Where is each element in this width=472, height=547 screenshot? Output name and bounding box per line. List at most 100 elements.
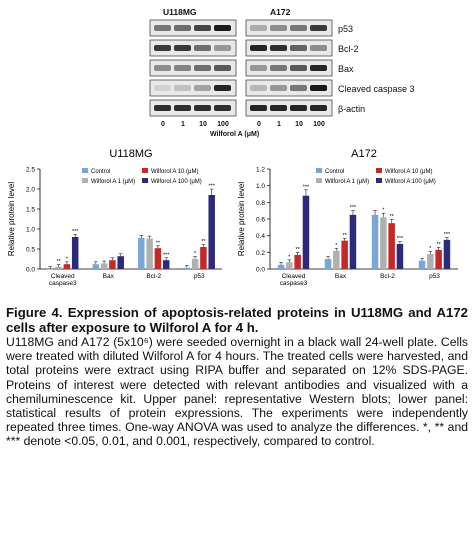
blot-band bbox=[270, 45, 287, 51]
lane-label-u118-10: 10 bbox=[199, 121, 207, 128]
blot-band bbox=[174, 45, 191, 51]
significance-mark: * bbox=[335, 243, 338, 249]
bar-3-0 bbox=[418, 260, 426, 269]
significance-mark: ** bbox=[390, 214, 395, 220]
blot-strip-a172-4 bbox=[245, 99, 333, 117]
bar-2-1 bbox=[380, 217, 387, 269]
y-tick-label: 0.0 bbox=[26, 267, 35, 274]
blot-band bbox=[194, 25, 211, 31]
chart-title: A172 bbox=[351, 148, 377, 160]
significance-mark: *** bbox=[444, 232, 451, 238]
y-axis-label: Relative protein level bbox=[7, 182, 16, 256]
significance-mark: ** bbox=[437, 242, 442, 248]
blot-band bbox=[270, 25, 287, 31]
lane-label-a172-100: 100 bbox=[313, 121, 325, 128]
significance-mark: ** bbox=[56, 259, 61, 265]
blot-band bbox=[214, 25, 231, 31]
blot-label-p53: p53 bbox=[338, 24, 354, 34]
significance-mark: ** bbox=[156, 240, 161, 246]
blot-band bbox=[290, 65, 307, 71]
significance-mark: * bbox=[429, 246, 432, 252]
bar-3-1 bbox=[427, 254, 434, 269]
significance-mark: * bbox=[288, 254, 291, 260]
figure-caption: Figure 4. Expression of apoptosis-relate… bbox=[6, 305, 468, 449]
y-tick-label: 2.0 bbox=[26, 187, 35, 194]
chart-a172: A172 Relative protein level 0.0 0.2 0.4 0.6 0.… bbox=[237, 148, 458, 287]
bar-2-3 bbox=[162, 260, 170, 269]
blot-cell-line-a172: A172 bbox=[270, 7, 291, 17]
bar-1-3 bbox=[117, 256, 124, 269]
legend-entry: Wilforol A 1 (μM) bbox=[91, 179, 135, 185]
blot-band bbox=[194, 65, 211, 71]
bar-1-2 bbox=[341, 240, 348, 269]
blot-strip-a172-1 bbox=[245, 39, 333, 57]
significance-mark: ** bbox=[296, 247, 301, 253]
bar-2-1 bbox=[146, 238, 153, 269]
y-axis-label: Relative protein level bbox=[237, 182, 246, 256]
x-tick-label: Cleaved caspase3 bbox=[49, 273, 77, 287]
blot-band bbox=[290, 45, 307, 51]
chart-title: U118MG bbox=[109, 148, 152, 160]
blot-band bbox=[174, 105, 191, 111]
x-tick-label: p53 bbox=[429, 273, 440, 280]
blot-band bbox=[250, 85, 267, 91]
x-tick-label: Bax bbox=[103, 273, 115, 280]
x-tick-label: Bcl-2 bbox=[146, 273, 161, 280]
caption-title: Figure 4. Expression of apoptosis-relate… bbox=[6, 305, 468, 335]
treatment-label: Wilforol A (μM) bbox=[210, 131, 260, 138]
caption-body: U118MG and A172 (5x10⁶) were seeded over… bbox=[6, 335, 468, 449]
blot-strip-u118mg-4 bbox=[149, 99, 237, 117]
bar-0-1 bbox=[55, 267, 62, 269]
blot-strip-u118mg-3 bbox=[149, 79, 237, 97]
lane-label-a172-10: 10 bbox=[295, 121, 303, 128]
legend-entry: Wilforol A 1 (μM) bbox=[325, 179, 369, 185]
blot-band bbox=[290, 105, 307, 111]
significance-mark: ** bbox=[343, 233, 348, 239]
bar-0-3 bbox=[71, 237, 79, 269]
blot-band bbox=[154, 105, 171, 111]
bar-1-0 bbox=[92, 264, 100, 269]
bar-0-0 bbox=[277, 264, 285, 269]
legend-swatch bbox=[376, 168, 382, 173]
chart-u118mg: U118MG Relative protein level 0.0 0.5 1.0 1.5… bbox=[7, 148, 222, 287]
blot-label-bcl2: Bcl-2 bbox=[338, 44, 359, 54]
legend-entry: Wilforol A 10 (μM) bbox=[385, 169, 432, 175]
blot-band bbox=[250, 65, 267, 71]
bar-3-2 bbox=[435, 249, 442, 269]
significance-mark: *** bbox=[163, 252, 170, 258]
blot-band bbox=[214, 105, 231, 111]
blot-label-cleaved-caspase3: Cleaved caspase 3 bbox=[338, 84, 415, 94]
y-tick-label: 1.0 bbox=[256, 183, 265, 190]
blot-band bbox=[174, 25, 191, 31]
blot-label-beta-actin: β-actin bbox=[338, 104, 366, 114]
legend-entry: Wilforol A 10 (μM) bbox=[151, 169, 198, 175]
blot-strip-a172-0 bbox=[245, 19, 333, 37]
legend-swatch bbox=[316, 178, 322, 183]
y-tick-label: 0.0 bbox=[256, 267, 265, 274]
y-tick-label: 1.2 bbox=[256, 167, 265, 174]
significance-mark: * bbox=[194, 251, 197, 257]
bar-0-3 bbox=[302, 195, 310, 269]
bar-2-0 bbox=[138, 237, 145, 269]
blot-band bbox=[154, 25, 171, 31]
blot-strip-a172-2 bbox=[245, 59, 333, 77]
blot-band bbox=[154, 45, 171, 51]
significance-mark: *** bbox=[350, 205, 357, 211]
blot-band bbox=[290, 85, 307, 91]
blot-band bbox=[250, 25, 267, 31]
legend-entry: Wilforol A 100 (μM) bbox=[151, 179, 202, 185]
bar-0-1 bbox=[286, 262, 293, 269]
blot-band bbox=[194, 45, 211, 51]
bar-1-1 bbox=[333, 250, 340, 269]
x-tick-label: Bax bbox=[335, 273, 347, 280]
bar-1-2 bbox=[109, 260, 116, 269]
blot-strip-u118mg-2 bbox=[149, 59, 237, 77]
blot-band bbox=[290, 25, 307, 31]
legend-swatch bbox=[82, 168, 88, 173]
blot-band bbox=[310, 65, 327, 71]
bar-0-2 bbox=[294, 254, 301, 269]
blot-band bbox=[154, 65, 171, 71]
legend-swatch bbox=[316, 168, 322, 173]
y-tick-label: 0.8 bbox=[256, 200, 265, 207]
significance-mark: * bbox=[382, 208, 385, 214]
